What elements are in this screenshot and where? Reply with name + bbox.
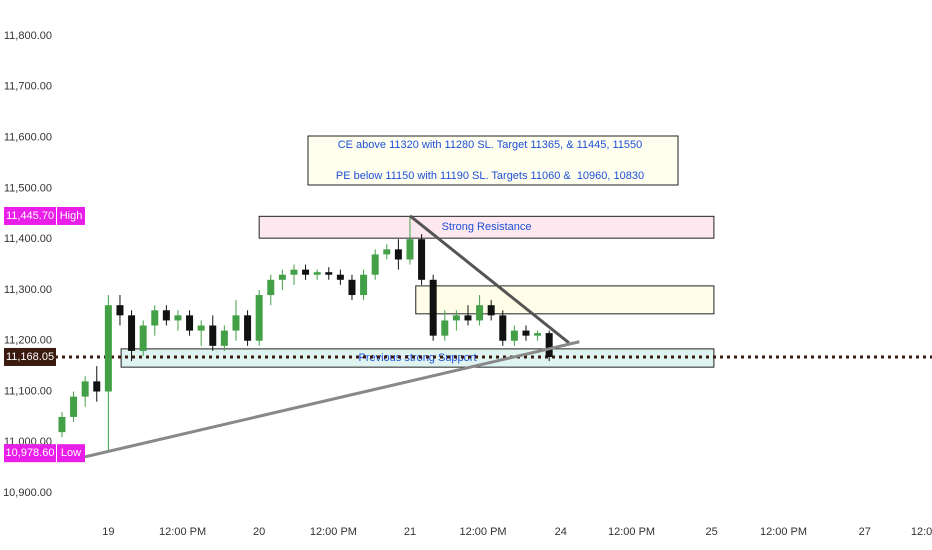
- price-tag-box: [57, 444, 85, 463]
- price-label: 11,168.05: [6, 351, 54, 363]
- candle-body: [534, 333, 542, 336]
- trend-line: [409, 214, 570, 344]
- candle-body: [325, 272, 333, 275]
- candle-body: [464, 315, 472, 321]
- candle-body: [302, 269, 310, 275]
- candle-body: [186, 315, 194, 331]
- candle-body: [371, 254, 379, 275]
- x-tick-label: 12:00 PM: [760, 526, 807, 538]
- annotation-text: PE below 11150 with 11190 SL. Targets 11…: [336, 170, 644, 182]
- candle-body: [406, 239, 414, 260]
- candle-body: [278, 274, 286, 280]
- y-tick-label: 11,300.00: [4, 284, 52, 296]
- candle-body: [383, 249, 391, 255]
- candle-body: [487, 305, 495, 316]
- candle-body: [348, 279, 356, 296]
- x-tick-label: 21: [404, 526, 416, 538]
- price-tag: Low: [61, 447, 81, 459]
- annotation-text: CE above 11320 with 11280 SL. Target 113…: [338, 139, 643, 151]
- candle-body: [336, 274, 344, 280]
- candle-body: [151, 310, 159, 326]
- price-label-box: [4, 444, 56, 463]
- x-tick-label: 24: [555, 526, 567, 538]
- y-tick-label: 11,800.00: [4, 30, 52, 42]
- candle-body: [70, 396, 78, 417]
- zone-label: Strong Resistance: [442, 221, 532, 233]
- y-tick-label: 11,600.00: [4, 132, 52, 144]
- candle-body: [128, 315, 136, 351]
- price-label: 10,978.60: [6, 447, 55, 459]
- x-tick-label: 12:00 PM: [310, 526, 357, 538]
- candle-body: [58, 416, 66, 433]
- candle-body: [313, 272, 321, 275]
- candle-body: [522, 330, 530, 336]
- candle-body: [510, 330, 518, 341]
- candle-body: [394, 249, 402, 260]
- annotation-box: [307, 135, 679, 186]
- zone: [415, 285, 715, 315]
- y-tick-label: 11,200.00: [4, 335, 52, 347]
- zone: [258, 215, 715, 239]
- y-tick-label: 11,700.00: [4, 81, 52, 93]
- trend-line: [83, 340, 580, 459]
- candle-body: [360, 274, 368, 296]
- x-tick-label: 20: [253, 526, 265, 538]
- price-label-box: [4, 347, 56, 366]
- y-tick-label: 11,400.00: [4, 233, 52, 245]
- candle-body: [139, 325, 147, 351]
- candle-body: [93, 381, 101, 392]
- x-tick-label: 12:0: [911, 526, 932, 538]
- candle-body: [232, 315, 240, 331]
- y-tick-label: 11,100.00: [4, 385, 52, 397]
- x-tick-label: 19: [102, 526, 114, 538]
- x-tick-label: 12:00 PM: [460, 526, 507, 538]
- x-tick-label: 12:00 PM: [159, 526, 206, 538]
- candle-body: [452, 315, 460, 321]
- candle-body: [290, 269, 298, 275]
- candle-body: [174, 315, 182, 321]
- x-tick-label: 25: [705, 526, 717, 538]
- price-tag: High: [60, 210, 83, 222]
- candle-body: [476, 305, 484, 321]
- candle-body: [244, 315, 252, 341]
- y-tick-label: 10,900.00: [3, 487, 52, 499]
- candle-body: [162, 310, 170, 321]
- price-label: 11,445.70: [6, 210, 54, 222]
- candle-body: [209, 325, 217, 346]
- candle-body: [255, 295, 263, 341]
- candle-body: [267, 279, 275, 296]
- candle-body: [545, 333, 553, 357]
- x-tick-label: 27: [859, 526, 871, 538]
- candle-body: [116, 305, 124, 316]
- candle-body: [197, 325, 205, 331]
- candle-body: [104, 305, 112, 392]
- price-tag-box: [57, 206, 85, 225]
- candle-body: [418, 239, 426, 280]
- candle-body: [499, 315, 507, 341]
- y-tick-label: 11,500.00: [4, 182, 52, 194]
- x-tick-label: 12:00 PM: [608, 526, 655, 538]
- price-label-box: [4, 206, 56, 225]
- candle-body: [81, 381, 89, 397]
- zone-label: Previous strong Support: [359, 352, 477, 364]
- candle-body: [429, 279, 437, 336]
- candle-body: [220, 330, 228, 346]
- candle-body: [441, 320, 449, 336]
